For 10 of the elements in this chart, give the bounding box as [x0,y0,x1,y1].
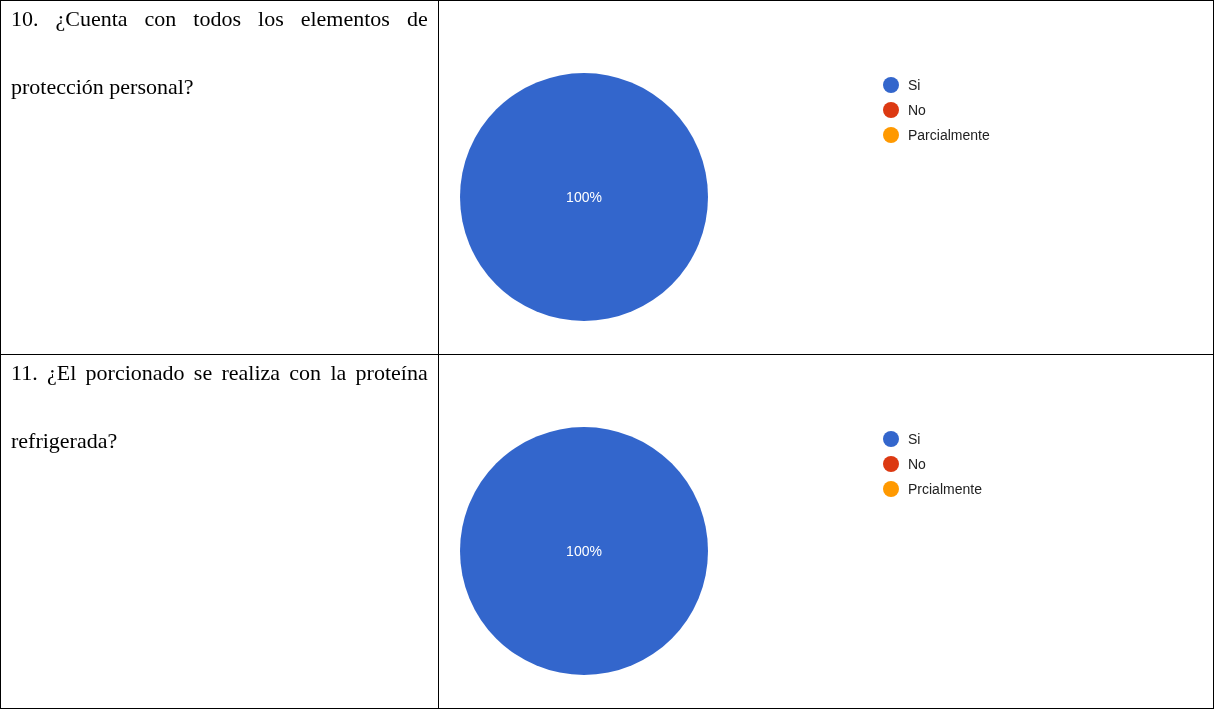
legend-label: Parcialmente [907,126,990,143]
chart-title: 10. ¿Cuenta con todos los elementos de protección personal? [11,6,428,99]
data-label: 100% [565,188,602,205]
legend-label: No [907,101,926,118]
chart-title: 11. ¿El porcionado se realiza con la proteína refrigerada? [11,360,428,453]
legend-label: No [907,455,926,472]
legend-label: Si [907,430,921,447]
data-label: 100% [565,542,602,559]
legend-label: Si [907,76,921,93]
legend-label: Prcialmente [907,480,982,497]
